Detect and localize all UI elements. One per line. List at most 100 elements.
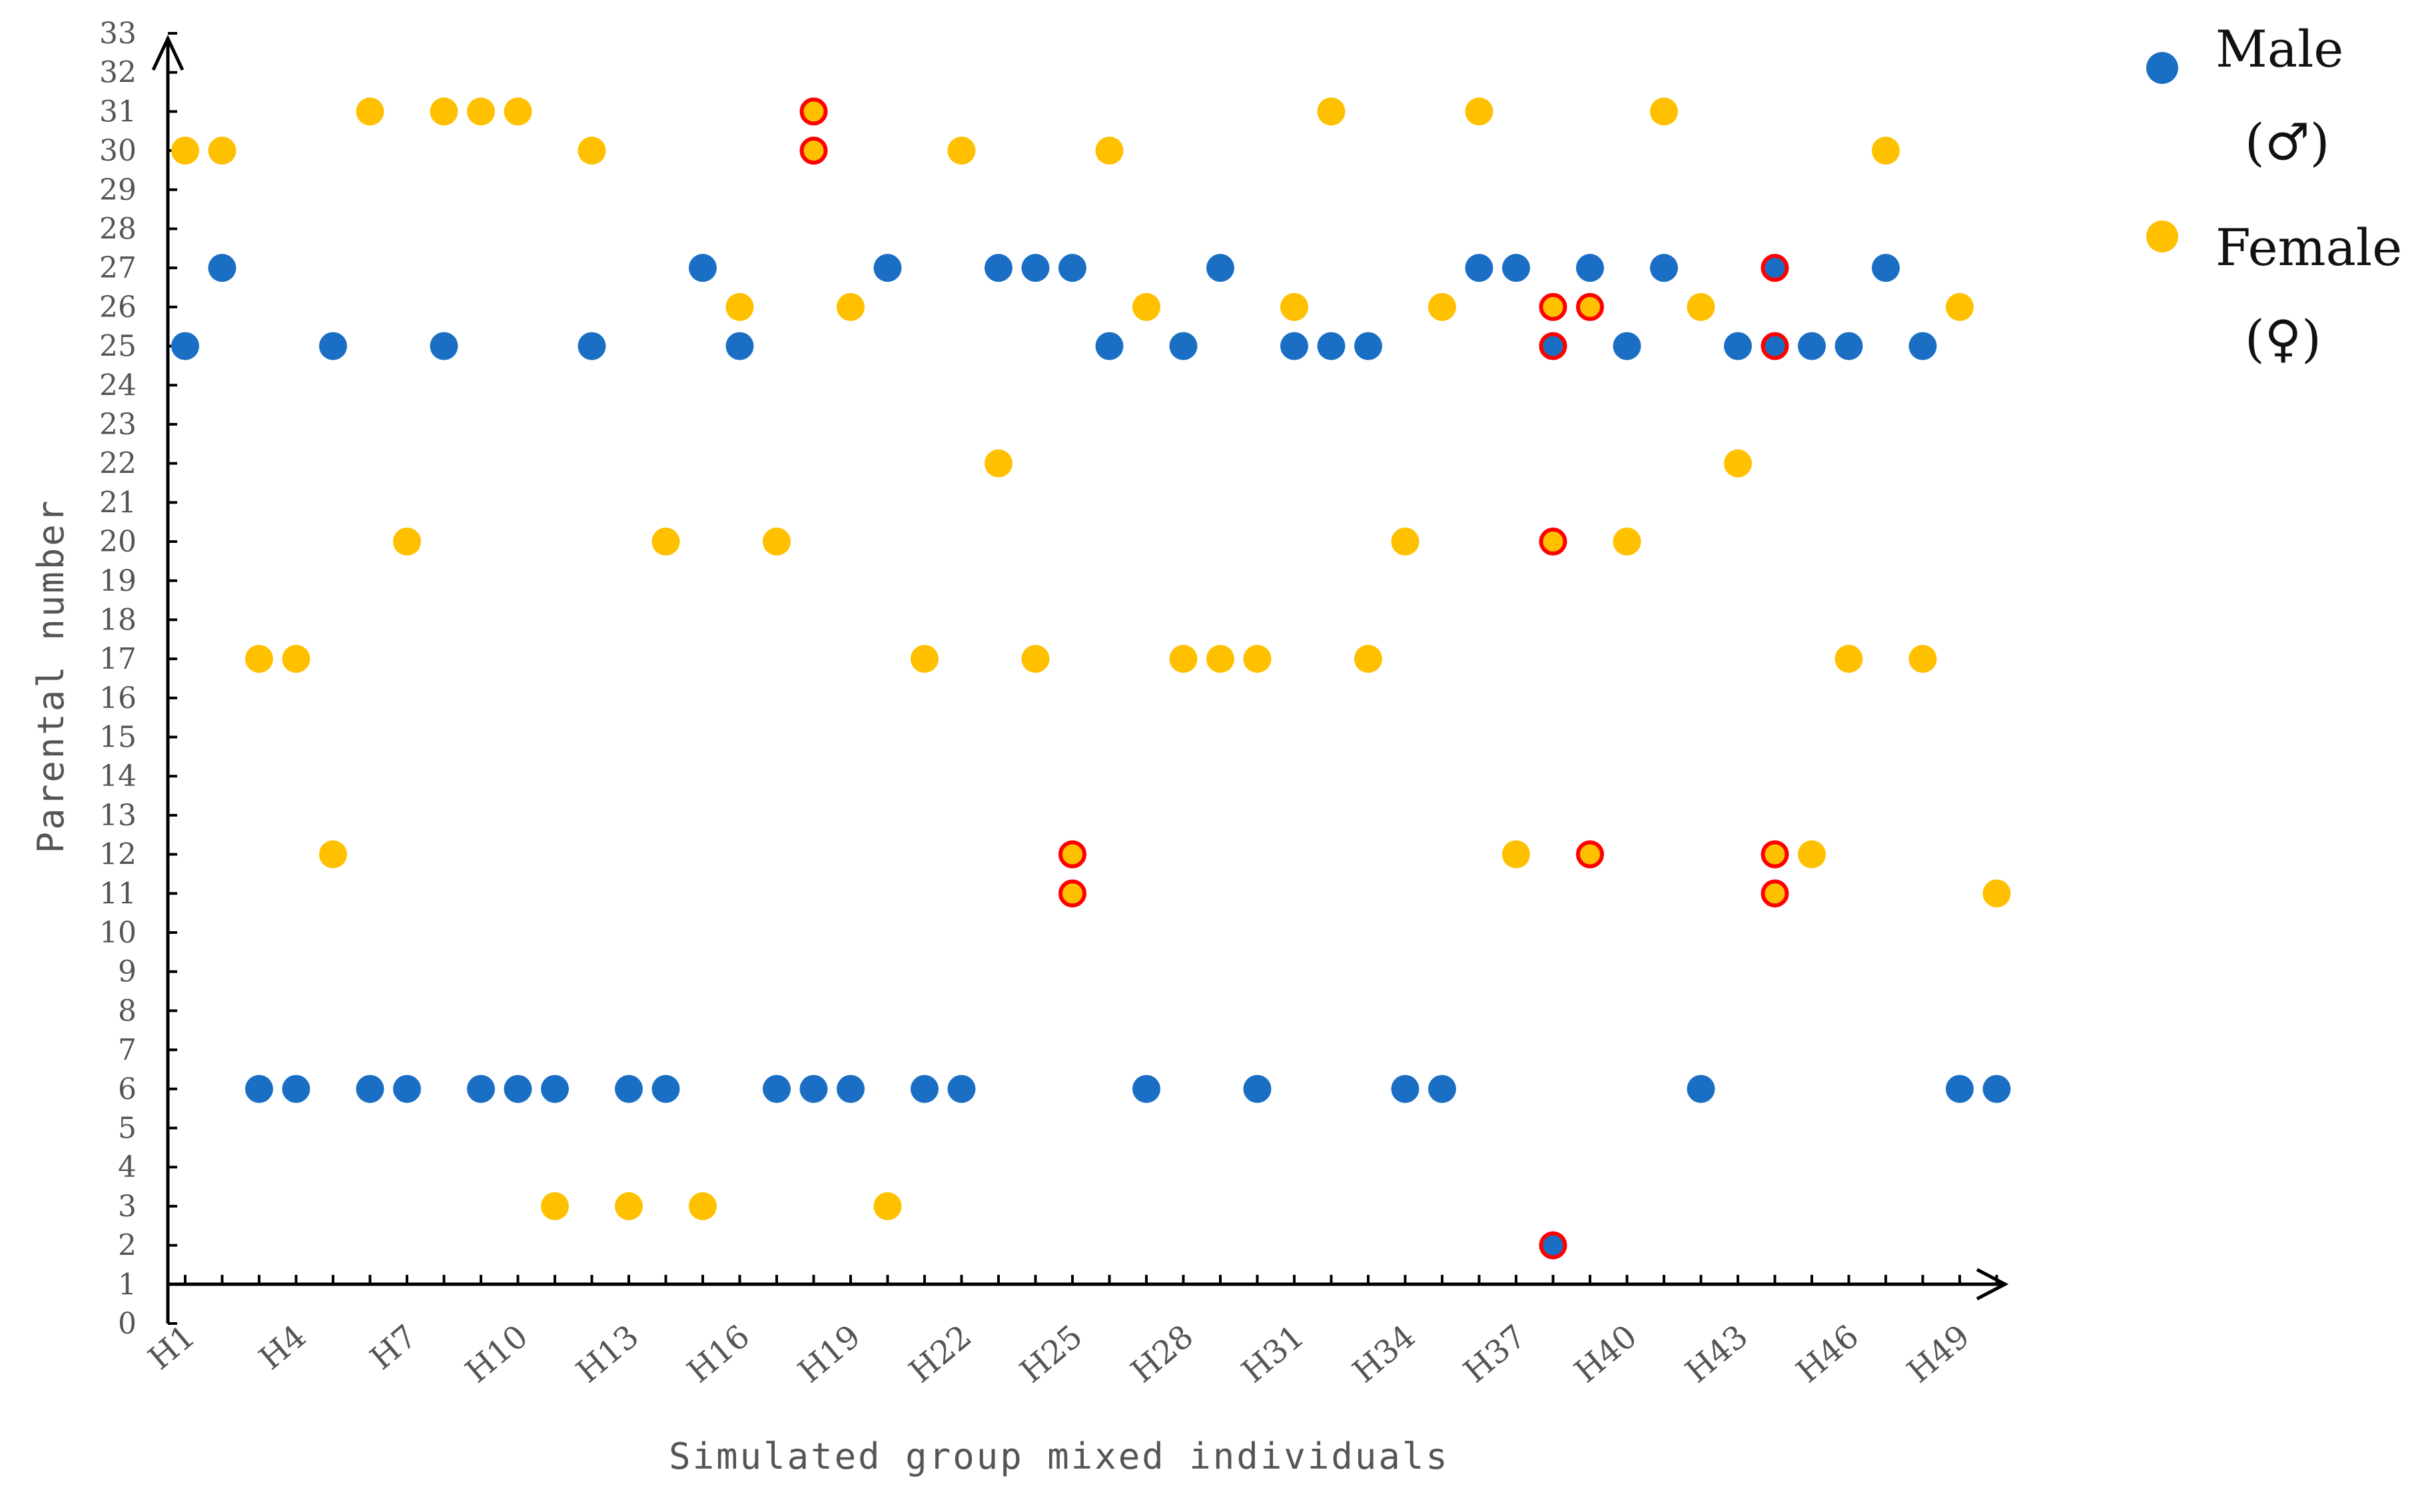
male-point (1132, 1074, 1160, 1103)
y-tick-label: 15 (99, 721, 137, 755)
male-point (615, 1074, 643, 1103)
legend-male-marker (2146, 52, 2178, 84)
male-point (985, 254, 1012, 282)
female-point (1576, 292, 1604, 321)
female-point (1539, 292, 1567, 321)
female-point (985, 449, 1012, 478)
female-point (319, 840, 347, 869)
y-tick-label: 29 (99, 173, 137, 207)
female-point (689, 1192, 717, 1220)
female-point (1798, 840, 1826, 869)
male-point (1169, 332, 1198, 360)
y-tick-label: 8 (118, 994, 137, 1028)
female-point (799, 137, 828, 165)
male-point (1724, 332, 1752, 360)
male-point (208, 254, 236, 282)
female-point (1687, 292, 1715, 321)
male-point (1206, 254, 1234, 282)
female-point (1280, 292, 1308, 321)
male-point (1761, 254, 1789, 282)
x-tick-label: H37 (1457, 1318, 1533, 1390)
y-tick-label: 0 (118, 1307, 137, 1341)
female-point (1613, 528, 1641, 556)
female-point (763, 528, 791, 556)
legend-female-marker (2146, 220, 2178, 252)
male-point (430, 332, 458, 360)
male-point (1317, 332, 1346, 360)
male-point (1021, 254, 1050, 282)
female-point (651, 528, 680, 556)
male-point (1243, 1074, 1272, 1103)
male-point (356, 1074, 384, 1103)
y-tick-label: 20 (99, 525, 137, 559)
male-point (873, 254, 902, 282)
y-tick-label: 27 (99, 251, 137, 285)
female-point (171, 137, 199, 165)
female-point (1650, 97, 1678, 126)
male-point (763, 1074, 791, 1103)
x-tick-label: H13 (570, 1318, 646, 1390)
chart-axes (151, 32, 2009, 1325)
y-tick-label: 4 (118, 1150, 137, 1184)
male-point (245, 1074, 273, 1103)
female-point (356, 97, 384, 126)
x-tick-label: H34 (1346, 1318, 1422, 1390)
y-tick-label: 13 (99, 799, 137, 833)
male-point (1946, 1074, 1974, 1103)
male-point (504, 1074, 532, 1103)
male-point (799, 1074, 828, 1103)
female-point (1428, 292, 1456, 321)
male-point (1908, 332, 1937, 360)
data-points (171, 97, 2011, 1260)
female-point (799, 97, 828, 126)
y-tick-label: 18 (99, 603, 137, 637)
legend-female-label: Female (2215, 218, 2402, 277)
male-point (1502, 254, 1530, 282)
y-tick-label: 30 (99, 134, 137, 168)
female-point (1539, 528, 1567, 556)
female-point (1095, 137, 1124, 165)
male-point (1354, 332, 1382, 360)
x-tick-label: H49 (1900, 1318, 1977, 1390)
male-point (837, 1074, 865, 1103)
female-point (1058, 840, 1086, 869)
y-tick-label: 21 (99, 486, 137, 520)
male-point (1687, 1074, 1715, 1103)
male-point (1539, 332, 1567, 360)
female-point (208, 137, 236, 165)
x-tick-label: H7 (363, 1318, 424, 1377)
male-point (1982, 1074, 2011, 1103)
female-point (1058, 879, 1086, 908)
x-tick-label: H31 (1235, 1318, 1312, 1390)
legend[interactable]: Male (♂) Female (♀) (2146, 19, 2402, 368)
y-tick-label: 17 (99, 642, 137, 676)
x-tick-label: H16 (680, 1318, 757, 1390)
female-point (541, 1192, 569, 1220)
x-tick-label: H22 (902, 1318, 979, 1390)
female-point (1132, 292, 1160, 321)
male-point (689, 254, 717, 282)
y-tick-label: 1 (118, 1268, 137, 1302)
female-point (1982, 879, 2011, 908)
y-tick-label: 6 (118, 1072, 137, 1106)
female-point (1354, 645, 1382, 673)
female-point (1317, 97, 1346, 126)
male-point (651, 1074, 680, 1103)
male-point (1761, 332, 1789, 360)
male-point (725, 332, 754, 360)
y-tick-label: 14 (99, 759, 137, 793)
female-point (1169, 645, 1198, 673)
legend-female-symbol: (♀) (2245, 309, 2321, 368)
male-point (1872, 254, 1900, 282)
y-tick-label: 7 (118, 1033, 137, 1067)
male-point (1095, 332, 1124, 360)
x-tick-label: H25 (1013, 1318, 1090, 1390)
male-point (1576, 254, 1604, 282)
female-point (1724, 449, 1752, 478)
female-point (245, 645, 273, 673)
y-tick-label: 12 (99, 838, 137, 872)
male-point (1280, 332, 1308, 360)
female-point (1243, 645, 1272, 673)
female-point (467, 97, 495, 126)
